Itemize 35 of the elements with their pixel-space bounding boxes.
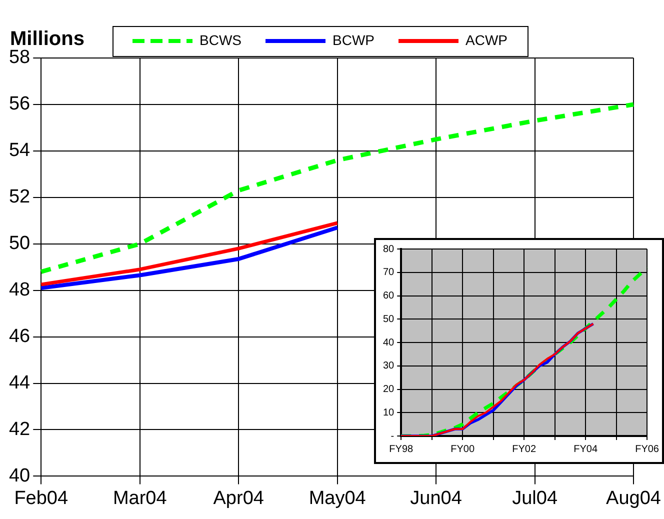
y-tick-label: 54 — [8, 140, 31, 162]
x-tick-label: Aug04 — [606, 488, 662, 509]
x-tick-label: Mar04 — [112, 488, 168, 509]
legend-label: BCWP — [332, 32, 374, 48]
y-tick-label: 50 — [8, 233, 30, 254]
y-tick-label: 70 — [383, 267, 395, 278]
y-tick-label: 46 — [8, 326, 30, 348]
y-tick-label: 30 — [383, 360, 395, 372]
x-tick-label: Apr04 — [213, 488, 264, 509]
y-tick-label: 20 — [383, 384, 395, 395]
x-tick-label: Jul04 — [512, 488, 558, 509]
y-tick-label: 48 — [8, 280, 30, 301]
y-tick-label: 44 — [8, 372, 31, 394]
y-tick-label: 40 — [8, 465, 30, 486]
y-tick-label: 40 — [383, 337, 395, 348]
y-tick-label: 52 — [8, 186, 30, 208]
y-tick-label: 58 — [8, 47, 30, 68]
y-tick-label: 42 — [8, 418, 30, 440]
x-tick-label: Feb04 — [14, 488, 69, 509]
x-tick-label: May04 — [308, 488, 366, 509]
y-tick-label: 10 — [383, 407, 395, 418]
y-tick-label: - — [390, 430, 394, 442]
x-tick-label: FY04 — [574, 444, 598, 455]
y-tick-label: 56 — [8, 94, 30, 115]
x-tick-label: Jun04 — [410, 488, 462, 509]
x-tick-label: FY02 — [512, 444, 536, 455]
y-tick-label: 50 — [383, 314, 395, 325]
x-tick-label: FY00 — [450, 444, 475, 455]
y-tick-label: 60 — [383, 290, 395, 302]
y-tick-label: 80 — [383, 244, 395, 255]
x-tick-label: FY98 — [389, 444, 414, 455]
legend-label: ACWP — [466, 32, 508, 48]
x-tick-label: FY06 — [635, 444, 660, 455]
legend-label: BCWS — [200, 32, 242, 48]
y-axis-title: Millions — [10, 28, 84, 50]
